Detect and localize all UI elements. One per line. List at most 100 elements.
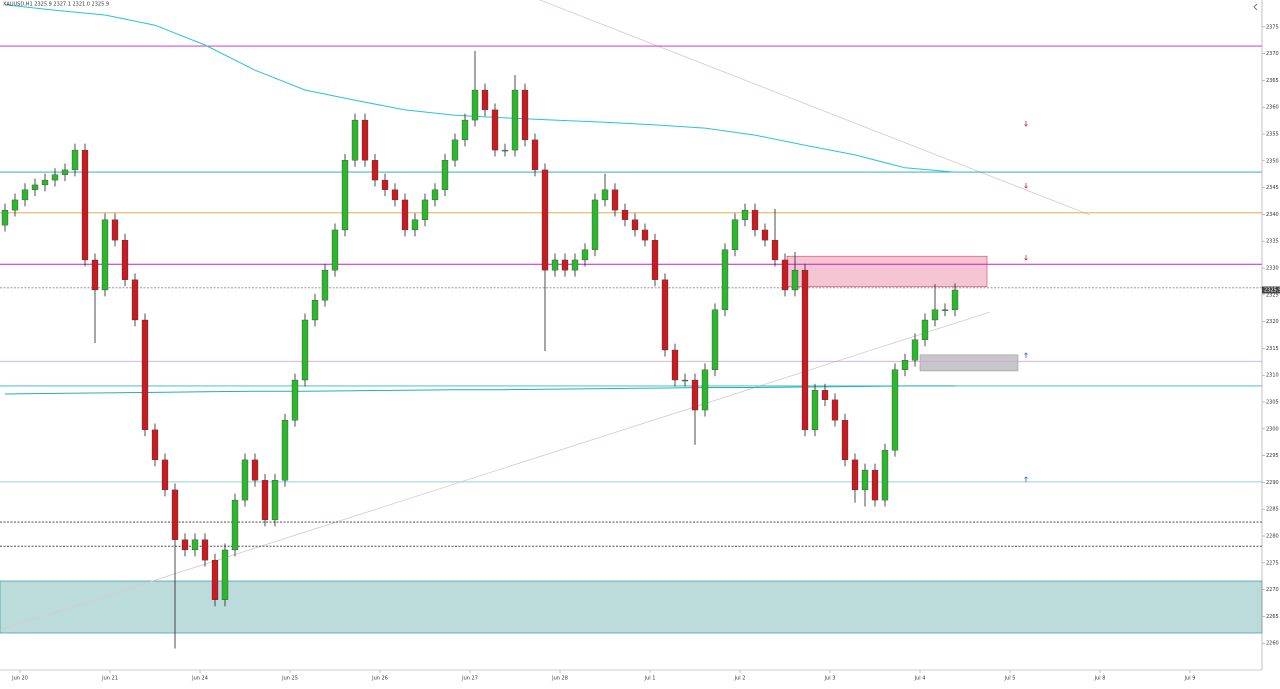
candle-body: [951, 289, 959, 310]
y-tick-label: 2310: [1266, 373, 1279, 379]
x-tick-label: Jul 2: [734, 676, 746, 682]
candle-body: [611, 189, 619, 211]
candle-body: [131, 279, 139, 321]
candle-body: [601, 189, 609, 201]
candle-body: [511, 89, 519, 151]
candle-body: [461, 119, 469, 141]
x-tick-label: Jun 27: [461, 676, 478, 682]
trend-line: [539, 0, 1091, 216]
candle-body: [11, 199, 19, 211]
candle-body: [231, 499, 239, 551]
candle-body: [801, 269, 809, 431]
x-tick-label: Jul 1: [644, 676, 656, 682]
y-tick-label: 2280: [1266, 534, 1279, 540]
candle-body: [301, 319, 309, 381]
candle-body: [931, 309, 939, 321]
candle-body: [211, 559, 219, 600]
scroll-arrow[interactable]: [1253, 3, 1258, 11]
y-tick-label: 2330: [1266, 266, 1279, 272]
y-tick-label: 2365: [1266, 78, 1279, 84]
candle-body: [741, 209, 749, 220]
candle-body: [451, 139, 459, 161]
y-tick-label: 2335: [1266, 239, 1279, 245]
candle-body: [841, 420, 849, 461]
y-tick-label: 2370: [1266, 51, 1279, 57]
candle-body: [51, 174, 59, 181]
candle-body: [491, 109, 499, 151]
y-tick-label: 2260: [1266, 641, 1279, 647]
moving-average: [4, 385, 955, 395]
y-tick-label: 2345: [1266, 185, 1279, 191]
x-tick-label: Jun 25: [281, 676, 298, 682]
candle-body: [471, 89, 479, 121]
candle-body: [81, 149, 89, 261]
y-tick-label: 2375: [1266, 24, 1279, 30]
y-tick-label: 2320: [1266, 319, 1279, 325]
y-tick-label: 2315: [1266, 346, 1279, 352]
candle-body: [101, 219, 109, 291]
trend-line: [0, 311, 991, 631]
candle-body: [391, 189, 399, 201]
candle-body: [771, 239, 779, 261]
candle-body: [891, 369, 899, 451]
y-tick-label: 2350: [1266, 158, 1279, 164]
candle-body: [761, 229, 769, 241]
candle-body: [201, 539, 209, 561]
y-tick-label: 2325: [1266, 292, 1279, 298]
y-tick-label: 2270: [1266, 587, 1279, 593]
zone: [919, 354, 1019, 372]
candle-body: [161, 459, 169, 491]
candle-body: [901, 360, 909, 370]
zone: [0, 580, 1263, 634]
candle-body: [681, 379, 689, 382]
price-tag-label: 2325.9: [1264, 287, 1280, 293]
candle-body: [251, 459, 259, 481]
x-tick-label: Jun 28: [551, 676, 568, 682]
candle-body: [821, 390, 829, 401]
candle-body: [481, 89, 489, 111]
candle-body: [431, 189, 439, 201]
y-tick-label: 2340: [1266, 212, 1279, 218]
candle-body: [171, 489, 179, 540]
candle-body: [731, 219, 739, 250]
candle-body: [671, 349, 679, 381]
candle-body: [921, 319, 929, 340]
candle-body: [441, 160, 449, 190]
x-tick-label: Jul 8: [1094, 676, 1106, 682]
candle-body: [421, 199, 429, 220]
moving-average: [4, 4, 956, 173]
candle-body: [261, 480, 269, 521]
candle-body: [721, 249, 729, 310]
candle-body: [501, 149, 509, 152]
candle-body: [111, 219, 119, 241]
candle-body: [281, 420, 289, 481]
y-tick-label: 2360: [1266, 105, 1279, 111]
candle-body: [541, 169, 549, 271]
x-tick-label: Jun 21: [101, 676, 118, 682]
candle-body: [411, 219, 419, 231]
candle-body: [851, 459, 859, 491]
candle-body: [361, 119, 369, 161]
candle-body: [71, 149, 79, 171]
x-tick-label: Jul 9: [1184, 676, 1196, 682]
candle-body: [781, 259, 789, 291]
candle-body: [621, 209, 629, 220]
candle-body: [401, 199, 409, 231]
candle-body: [581, 249, 589, 261]
y-tick-label: 2275: [1266, 560, 1279, 566]
candle-body: [381, 179, 389, 190]
y-tick-label: 2295: [1266, 453, 1279, 459]
candle-body: [571, 259, 579, 271]
candle-body: [881, 450, 889, 501]
candle-body: [61, 169, 69, 175]
candle-body: [341, 160, 349, 231]
chart-title: XAUUSD,H1 2325.9 2327.1 2321.0 2325.9: [3, 2, 109, 8]
candle-body: [351, 119, 359, 161]
candle-body: [151, 429, 159, 461]
candle-body: [221, 549, 229, 600]
candle-body: [631, 219, 639, 231]
signal-arrows: [1024, 121, 1028, 482]
candle-body: [911, 339, 919, 361]
candle-body: [691, 379, 699, 411]
candle-body: [121, 239, 129, 280]
